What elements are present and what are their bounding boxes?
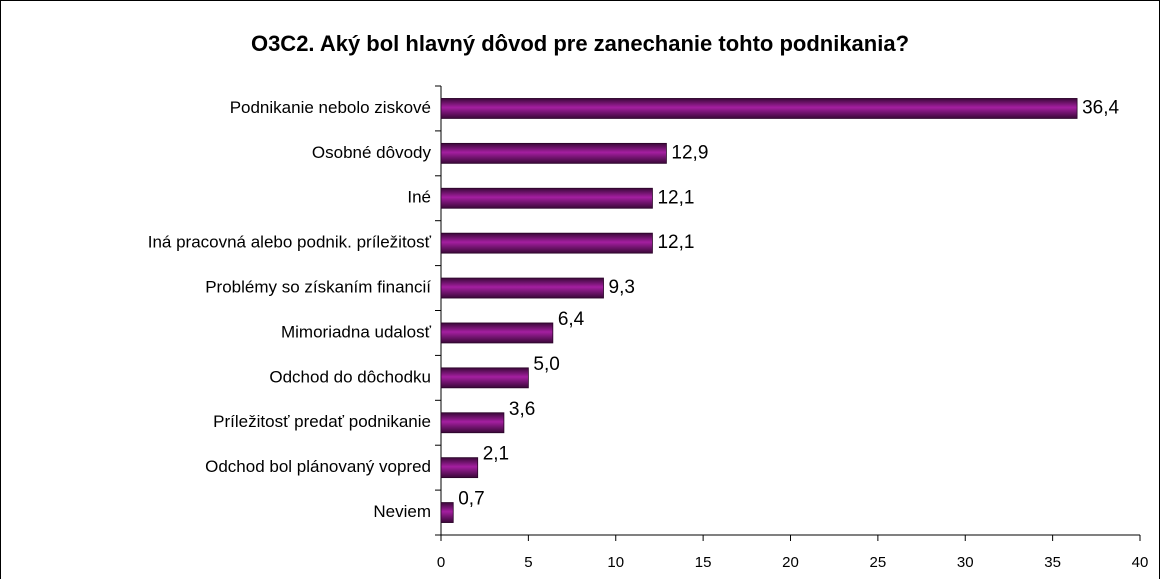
bar [440,457,479,479]
x-tick-label: 5 [524,554,532,571]
bar [440,142,667,164]
y-tick-label: Mimoriadna udalosť [281,322,432,341]
y-tick-label: Osobné dôvody [312,143,432,162]
y-tick-label: Odchod do dôchodku [269,367,431,386]
value-label: 12,9 [671,142,708,163]
bar [440,98,1078,119]
x-tick-label: 35 [1044,554,1061,571]
y-tick-label: Podnikanie nebolo ziskové [230,98,431,117]
x-tick-label: 40 [1132,554,1149,571]
bar [440,232,653,254]
y-tick-label: Iné [407,188,431,207]
bar [440,187,653,209]
y-tick-label: Príležitosť predať podnikanie [213,412,431,431]
value-label: 0,7 [458,489,484,510]
value-label: 5,0 [533,354,559,375]
bar [440,412,505,434]
value-label: 6,4 [558,309,585,330]
value-label: 12,1 [657,187,694,208]
chart-title: O3C2. Aký bol hlavný dôvod pre zanechani… [251,31,909,56]
value-label: 9,3 [609,277,635,298]
x-tick-label: 10 [607,554,624,571]
value-label: 36,4 [1082,97,1119,118]
bar [440,367,529,389]
value-label: 2,1 [483,444,509,465]
y-tick-label: Iná pracovná alebo podnik. príležitosť [148,233,432,252]
bar [440,277,604,299]
y-tick-label: Neviem [373,502,431,521]
value-label: 12,1 [657,232,694,253]
x-tick-label: 15 [695,554,712,571]
bar [440,502,454,523]
x-tick-label: 20 [782,554,799,571]
y-tick-label: Problémy so získaním financií [205,278,431,297]
y-tick-label: Odchod bol plánovaný vopred [205,457,431,476]
x-tick-label: 30 [957,554,974,571]
x-tick-label: 0 [437,554,445,571]
x-tick-label: 25 [870,554,887,571]
bar [440,322,554,344]
value-label: 3,6 [509,399,535,420]
